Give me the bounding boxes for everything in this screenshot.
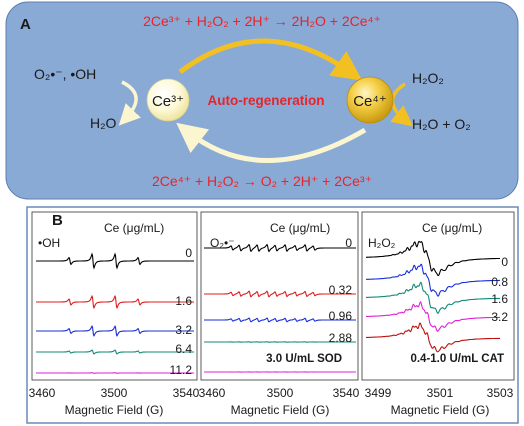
tick-label: 3540 [173,386,200,400]
epr-plot-superoxide: O₂•⁻ Ce (μg/mL) 0 0.32 0.96 2.88 3.0 U/m… [199,211,360,417]
reaction-bottom: 2Ce⁴⁺ + H₂O₂ → O₂ + 2H⁺ + 2Ce³⁺ [152,173,372,189]
spectrum-line [366,322,500,353]
plot-frame [31,211,198,381]
x-axis-label: Magnetic Field (G) [391,403,490,417]
panel-b-label: B [52,212,63,229]
spectrum-line [366,240,500,277]
trace-label: 3.2 [491,310,508,324]
tick-label: 3503 [487,386,514,400]
spectrum-line [204,290,356,298]
enzyme-note: 0.4-1.0 U/mL CAT [410,353,504,365]
cycle-arrow-bottom [176,122,367,163]
panel-a-label: A [20,16,31,33]
spectrum-line [366,281,500,314]
species-label: O₂•⁻ [210,236,235,250]
tick-label: 3500 [267,386,294,400]
plot-frame [200,211,359,381]
cycle-arrow-top [178,38,363,81]
spectrum-line [204,317,356,323]
plot-frame [361,211,515,381]
right-output-species: H₂O + O₂ [412,116,471,132]
panel-a-background [5,1,519,200]
ce-header: Ce (μg/mL) [104,221,164,235]
spectrum-line [36,372,194,374]
tick-label: 3499 [365,386,392,400]
trace-label: 3.2 [175,323,192,337]
spectrum-line [204,243,356,253]
tick-label: 3460 [29,386,56,400]
trace-label: 11.2 [170,363,193,377]
epr-plot-oh: •OH Ce (μg/mL) 0 1.6 3.2 6.4 11.2 3460 3… [29,211,200,417]
species-label: H₂O₂ [368,236,396,250]
x-axis-label: Magnetic Field (G) [65,403,164,417]
trace-label: 6.4 [175,342,192,356]
trace-label: 0.8 [491,275,508,289]
enzyme-note: 3.0 U/mL SOD [266,353,342,365]
trace-label: 1.6 [175,294,192,308]
spectrum-line [36,294,194,310]
spectrum-line [366,300,500,332]
reaction-top: 2Ce³⁺ + H₂O₂ + 2H⁺ → 2H₂O + 2Ce⁴⁺ [143,13,381,29]
right-input-species: H₂O₂ [412,70,444,86]
spectrum-line [36,252,194,270]
tick-label: 3460 [199,386,226,400]
trace-label: 0 [501,255,508,269]
panel-b: B •OH Ce (μg/mL) 0 1.6 3.2 6.4 11.2 3460… [26,206,519,424]
ce4-sphere [346,76,394,124]
x-axis-label: Magnetic Field (G) [231,403,330,417]
spectrum-line [36,325,194,337]
spectrum-line [365,263,500,297]
trace-label: 0 [345,236,352,250]
tick-label: 3540 [333,386,360,400]
tick-label: 3500 [101,386,128,400]
panel-a: A 2Ce³⁺ + H₂O₂ + 2H⁺ → 2H₂O + 2Ce⁴⁺ 2Ce⁴… [5,1,519,200]
left-output-species: H₂O [90,115,117,131]
tick-label: 3501 [427,386,454,400]
left-input-species: O₂•⁻, •OH [34,66,96,82]
panel-b-border [26,206,519,424]
trace-label: 0.96 [329,309,353,323]
trace-label: 2.88 [329,331,353,345]
ce3-label: Ce³⁺ [152,93,184,110]
trace-label: 1.6 [491,292,508,306]
trace-label: 0.32 [329,283,353,297]
ce-header: Ce (μg/mL) [270,221,330,235]
ce4-label: Ce⁴⁺ [353,93,387,110]
spectrum-line [36,349,194,355]
species-label: •OH [38,236,60,250]
ce-header: Ce (μg/mL) [422,221,482,235]
left-reaction-arrow [118,80,141,126]
trace-label: 0 [185,246,192,260]
auto-regeneration-label: Auto-regeneration [207,93,324,108]
ce3-sphere [146,78,190,122]
epr-plot-h2o2: H₂O₂ Ce (μg/mL) 0 0.8 1.6 3.2 0.4-1.0 U/… [361,211,515,417]
